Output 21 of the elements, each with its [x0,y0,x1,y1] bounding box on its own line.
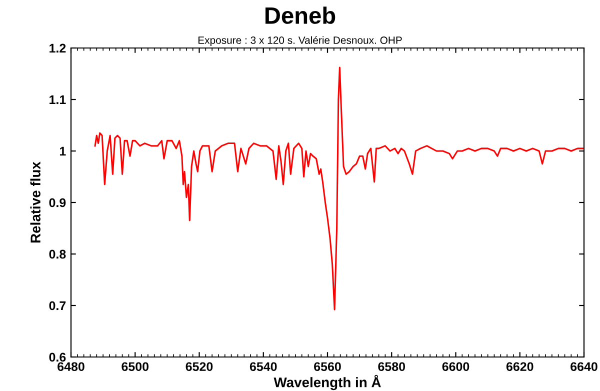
y-tick-label: 0.9 [49,198,66,208]
y-axis-title: Relative flux [30,162,40,242]
x-tick-label: 6640 [570,362,598,372]
y-tick-label: 0.6 [49,352,66,362]
x-tick-label: 6540 [250,362,277,372]
x-axis-title: Wavelength in Å [274,374,381,390]
x-tick-label: 6500 [122,362,149,372]
chart-title: Deneb [266,6,336,24]
x-tick-label: 6480 [58,362,84,372]
y-tick-label: 0.7 [49,301,66,310]
chart-subtitle: Exposure : 3 x 120 s. Valérie Desnoux. OHP [198,36,402,46]
x-tick-label: 6520 [186,362,213,372]
y-tick-label: 1 [60,146,66,156]
y-tick-label: 1.1 [50,95,66,104]
y-tick-label: 0.8 [49,250,66,259]
x-tick-label: 6580 [378,362,406,372]
x-tick-label: 6600 [442,362,470,372]
x-tick-label: 6560 [314,362,341,372]
x-tick-label: 6620 [506,362,534,372]
y-tick-label: 1.2 [50,44,66,53]
line-series [94,66,584,310]
